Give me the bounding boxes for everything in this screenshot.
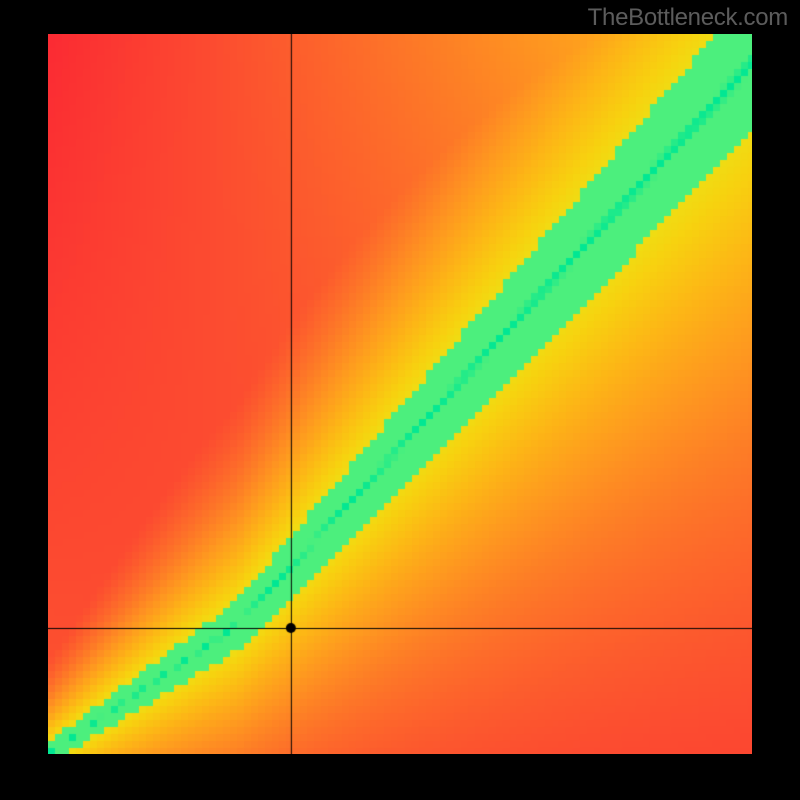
bottleneck-heatmap <box>48 34 752 754</box>
watermark-label: TheBottleneck.com <box>588 4 788 32</box>
